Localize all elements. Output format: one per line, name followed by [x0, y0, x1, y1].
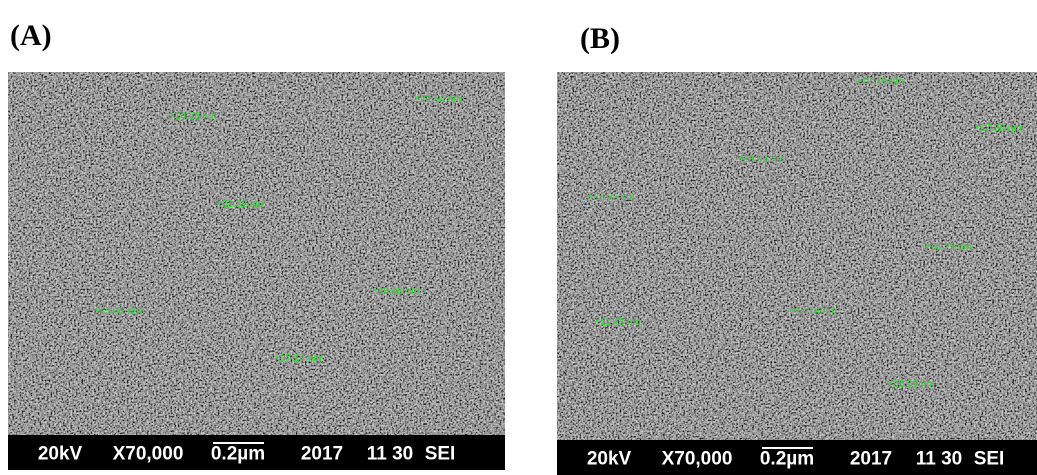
- measurement-label: 15.07 nm: [100, 306, 142, 317]
- measure-point: [170, 113, 174, 117]
- sem-image: [8, 72, 505, 435]
- panel-label: (B): [580, 22, 620, 55]
- measure-point: [857, 78, 861, 82]
- measurement-label: 25.69 nm: [893, 379, 935, 390]
- year: 2017: [850, 449, 892, 470]
- measure-point: [888, 381, 892, 385]
- measurement-label: 28.09 nm: [743, 154, 785, 165]
- measurement-label: 22.32 nm: [593, 192, 635, 203]
- measure-point: [588, 194, 592, 198]
- measurement-label: 32.32 nm: [222, 199, 264, 210]
- measure-point: [217, 201, 221, 205]
- measurement-label: 14.29 nm: [930, 242, 972, 253]
- measure-point: [275, 355, 279, 359]
- measurement-label: 14.28 nm: [175, 111, 217, 122]
- magnification: X70,000: [662, 449, 733, 470]
- measurement-label: 22.64 nm: [420, 94, 462, 105]
- mode: SEI: [974, 449, 1005, 470]
- scale-label: 0.2µm: [760, 449, 814, 470]
- mode: SEI: [425, 444, 456, 465]
- measure-point: [595, 319, 599, 323]
- date: 11 30: [367, 444, 414, 465]
- measure-point: [975, 125, 979, 129]
- voltage: 20kV: [38, 444, 83, 465]
- date: 11 30: [916, 449, 963, 470]
- measure-point: [738, 156, 742, 160]
- info-bar: [557, 440, 1037, 475]
- measurement-label: 17.38 nm: [980, 123, 1022, 134]
- measure-point: [415, 96, 419, 100]
- measurement-label: 12.70 nm: [862, 76, 904, 87]
- measurement-label: 11.48 nm: [600, 317, 641, 328]
- info-bar: [8, 435, 505, 470]
- year: 2017: [301, 444, 343, 465]
- measurement-label: 10.68 nm: [378, 286, 420, 297]
- measurement-label: 17.14 nm: [795, 306, 837, 317]
- voltage: 20kV: [587, 449, 632, 470]
- sem-image: [557, 72, 1037, 440]
- measurement-label: 17.14 nm: [280, 353, 322, 364]
- panel-label: (A): [10, 19, 52, 52]
- measure-point: [925, 244, 929, 248]
- scale-label: 0.2µm: [211, 444, 265, 465]
- magnification: X70,000: [113, 444, 184, 465]
- measure-point: [790, 308, 794, 312]
- measure-point: [95, 308, 99, 312]
- measure-point: [373, 288, 377, 292]
